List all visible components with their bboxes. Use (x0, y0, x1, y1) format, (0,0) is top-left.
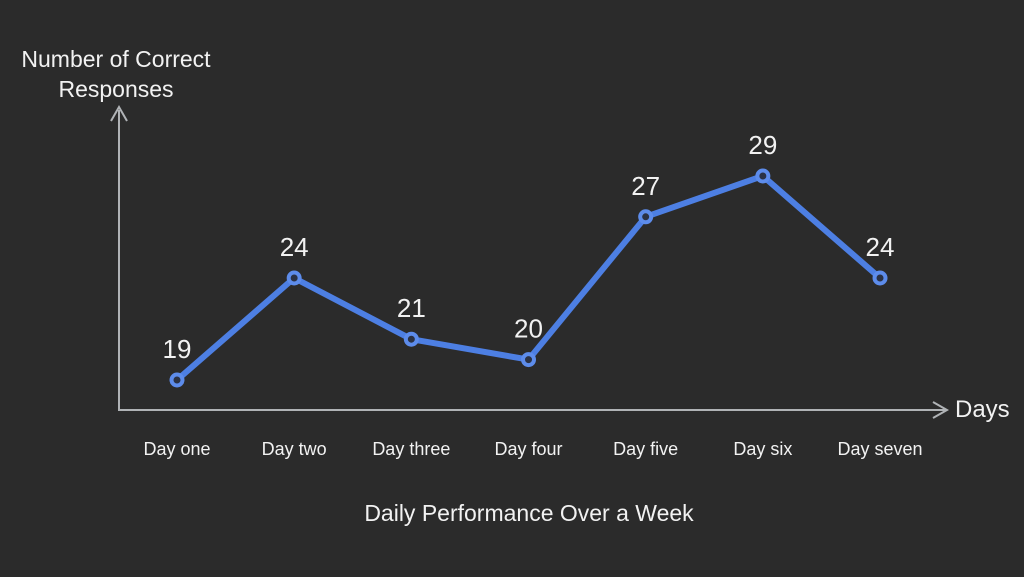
data-point-value-label: 29 (748, 130, 777, 160)
x-tick-label: Day four (494, 439, 562, 459)
y-axis-arrow-icon (110, 104, 128, 122)
data-point-marker (403, 331, 419, 347)
series-group: 19 Day one 24 Day two 21 Day three 20 Day four 2… (143, 130, 922, 459)
chart-title: Daily Performance Over a Week (364, 500, 694, 526)
data-point-marker (286, 270, 302, 286)
data-point-marker (521, 352, 537, 368)
x-axis-arrow-icon (932, 401, 950, 419)
data-line (174, 173, 884, 383)
x-tick-label: Day six (733, 439, 792, 459)
x-axis-title: Days (955, 396, 1010, 423)
data-point-value-label: 21 (397, 293, 426, 323)
x-tick-label: Day one (143, 439, 210, 459)
x-tick-label: Day two (262, 439, 327, 459)
data-point-value-label: 20 (514, 314, 543, 344)
y-axis-title-line2: Responses (58, 76, 174, 102)
x-tick-label: Day seven (837, 439, 922, 459)
data-point-marker (638, 209, 654, 225)
x-tick-label: Day five (613, 439, 678, 459)
data-point-value-label: 24 (280, 232, 309, 262)
data-point-marker (872, 270, 888, 286)
data-point-value-label: 24 (866, 232, 895, 262)
data-point-value-label: 27 (631, 171, 660, 201)
data-point-marker (755, 168, 771, 184)
y-axis-title-line1: Number of Correct (21, 46, 211, 72)
data-point-value-label: 19 (163, 334, 192, 364)
y-axis-title: Number of Correct Responses (8, 44, 224, 104)
x-tick-label: Day three (372, 439, 450, 459)
data-point-marker (169, 372, 185, 388)
